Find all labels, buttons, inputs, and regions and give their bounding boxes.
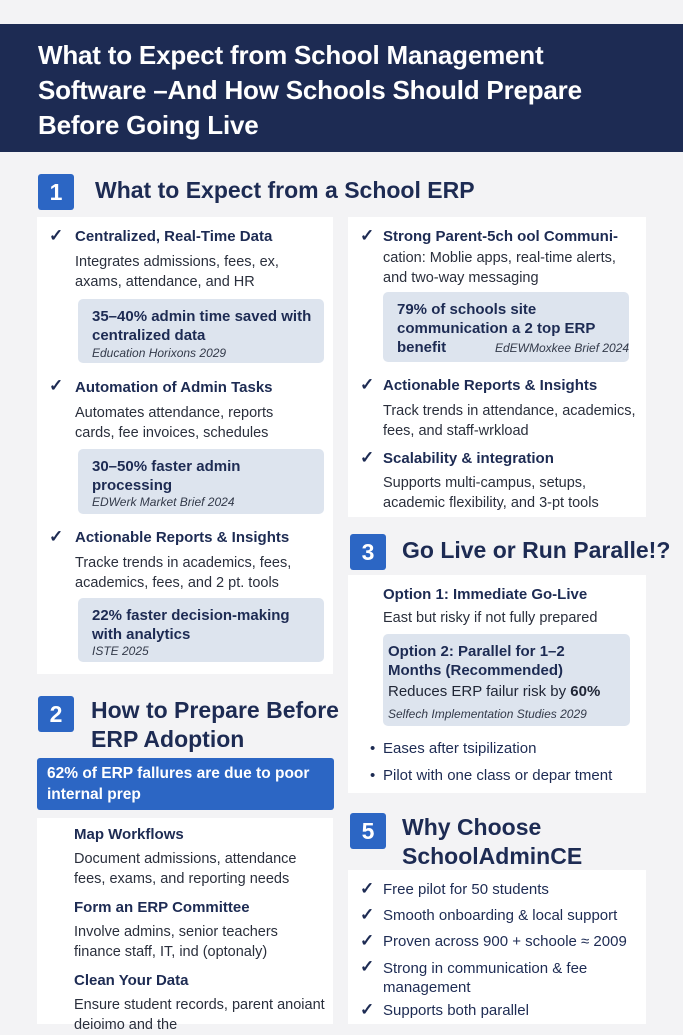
page-title: What to Expect from School Management So… [38,40,582,140]
section-5-number: 5 [350,813,386,849]
item-desc: Automates attendance, reports cards, fee… [75,405,274,441]
section-3-title: Go Live or Run Paralle!? [402,537,671,563]
step-title: Form an ERP Committee [74,899,250,916]
item-desc: cation: Moblie apps, real-time alerts, a… [383,250,616,286]
stat-box: 79% of schools site communication a 2 to… [383,292,629,362]
stat-box: 22% faster decision-making with analytic… [78,598,324,662]
check-icon: ✓ [360,448,375,467]
item-title: Centralized, Real-Time Data [75,228,273,245]
stat-box: 30–50% faster admin processing EDWerk Ma… [78,449,324,514]
item-title: Actionable Reports & Insights [383,377,598,394]
benefit-text: Free pilot for 50 students [383,881,549,898]
step-title: Map Workflows [74,826,184,843]
step-desc: Ensure student records, parent anoiant d… [74,997,325,1033]
step-title: Clean Your Data [74,972,189,989]
step-desc: Involve admins, senior teachers finance … [74,924,278,960]
bullet-dot-icon: • [370,740,376,757]
stat-text: 30–50% faster admin processing [92,458,241,494]
option-2-box: Option 2: Parallel for 1–2 Months (Recom… [383,634,630,726]
check-icon: ✓ [49,226,64,245]
stat-source: EDWerk Market Brief 2024 [92,495,235,509]
benefit-text: Proven across 900 + schoole ≈ 2009 [383,933,627,950]
bullet-text: Eases after tsipilization [383,740,537,757]
item-title: Strong Parent-5ch ool Communi- [383,228,619,245]
check-icon: ✓ [360,905,375,924]
benefit-text: Strong in communication & fee management [383,960,588,996]
check-icon: ✓ [360,226,375,245]
step-desc: Document admissions, attendance fees, ex… [74,851,297,887]
item-desc: Tracke trends in academics, fees, academ… [75,555,292,591]
option-2-desc: Reduces ERP failur risk by 60% [388,683,600,700]
header-banner: What to Expect from School Management So… [0,24,683,152]
check-icon: ✓ [360,1000,375,1019]
stat-text: 79% of schools site communication a 2 to… [397,301,596,356]
section-2-title: How to Prepare Before ERP Adoption [91,697,339,752]
item-desc: Track trends in attendance, academics, f… [383,403,636,439]
bullet-dot-icon: • [370,767,376,784]
check-icon: ✓ [360,375,375,394]
section-5-title: Why Choose SchoolAdminCE [402,814,583,869]
section-5-card: ✓ Free pilot for 50 students ✓ Smooth on… [348,870,646,1024]
option-1-title: Option 1: Immediate Go-Live [383,586,588,603]
benefit-text: Smooth onboarding & local support [383,907,618,924]
section-3-card: Option 1: Immediate Go-Live East but ris… [348,575,646,793]
stat-source: Education Horixons 2029 [92,346,227,360]
item-title: Scalability & integration [383,450,554,467]
option-2-desc-value: 60% [570,683,601,700]
section-2-banner: 62% of ERP fallures are due to poor inte… [37,758,334,810]
bullet-text: Pilot with one class or depar tment [383,767,613,784]
banner-text: 62% of ERP fallures are due to poor inte… [47,765,310,803]
stat-box: 35–40% admin time saved with centralized… [78,299,324,363]
section-1-left-card: ✓ Centralized, Real-Time Data Integrates… [37,217,333,674]
stat-source: EdEWMoxkee Brief 2024 [495,341,630,355]
item-desc: Supports multi-campus, setups, academic … [383,475,599,511]
section-1-right-card: ✓ Strong Parent-5ch ool Communi- cation:… [348,217,646,517]
section-2-number: 2 [38,696,74,732]
check-icon: ✓ [360,957,375,976]
option-1-desc: East but risky if not fully prepared [383,610,598,626]
stat-text: 22% faster decision-making with analytic… [92,607,290,643]
option-2-desc-text: Reduces ERP failur risk by [388,683,567,700]
item-desc: Integrates admissions, fees, ex, axams, … [75,254,279,290]
check-icon: ✓ [360,879,375,898]
item-title: Automation of Admin Tasks [75,379,273,396]
option-2-title: Option 2: Parallel for 1–2 Months (Recom… [388,643,565,679]
section-3-number: 3 [350,534,386,570]
stat-text: 35–40% admin time saved with centralized… [92,308,312,344]
check-icon: ✓ [360,931,375,950]
section-1-number: 1 [38,174,74,210]
benefit-text: Supports both parallel [383,1002,529,1019]
section-2-card: Map Workflows Document admissions, atten… [37,818,333,1033]
stat-source: ISTE 2025 [92,644,149,658]
check-icon: ✓ [49,376,64,395]
option-2-source: Selfech Implementation Studies 2029 [388,707,587,721]
item-title: Actionable Reports & Insights [75,529,290,546]
check-icon: ✓ [49,527,64,546]
section-1-title: What to Expect from a School ERP [95,177,475,203]
